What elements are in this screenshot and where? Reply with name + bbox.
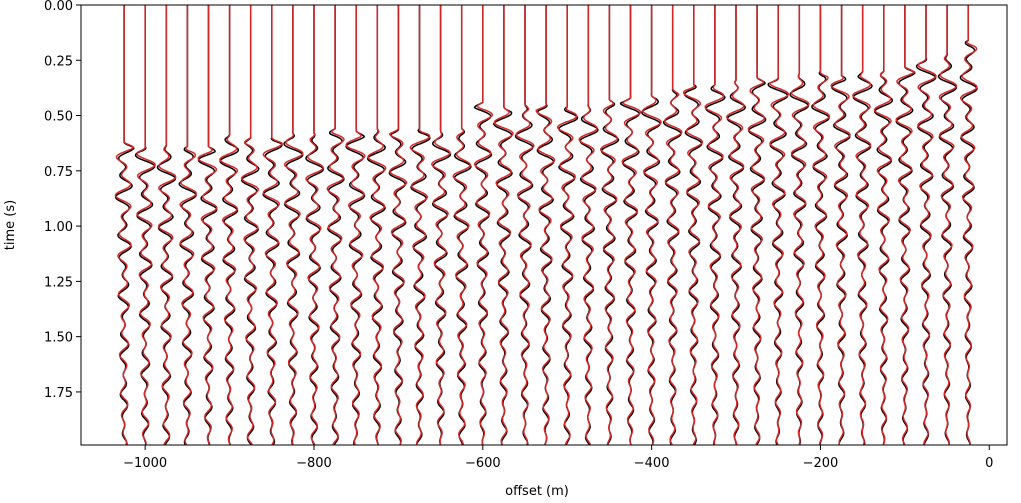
trace xyxy=(197,5,218,445)
trace xyxy=(219,5,239,445)
trace xyxy=(535,5,556,445)
trace xyxy=(493,5,514,445)
trace xyxy=(345,5,366,445)
trace xyxy=(326,5,345,445)
trace xyxy=(895,5,916,445)
trace xyxy=(366,5,386,445)
trace xyxy=(663,5,683,445)
trace xyxy=(726,5,745,445)
trace xyxy=(682,5,704,446)
trace xyxy=(388,5,408,445)
trace xyxy=(830,5,851,445)
y-axis-label: time (s) xyxy=(3,200,18,250)
y-tick-label: 0.00 xyxy=(44,0,73,14)
trace xyxy=(578,5,598,445)
trace xyxy=(452,5,472,445)
trace xyxy=(599,5,619,445)
y-tick-label: 1.50 xyxy=(44,331,73,346)
x-tick-label: −1000 xyxy=(123,456,167,471)
x-tick-label: −800 xyxy=(296,456,332,471)
trace xyxy=(431,5,451,445)
trace xyxy=(704,5,725,445)
trace xyxy=(852,5,872,445)
trace xyxy=(873,5,892,445)
trace xyxy=(579,5,599,446)
trace xyxy=(388,5,407,445)
plot-frame xyxy=(80,4,1008,446)
trace xyxy=(768,5,790,445)
trace xyxy=(959,5,978,445)
x-tick-label: 0 xyxy=(985,456,993,471)
trace xyxy=(473,5,494,445)
x-tick-label: −600 xyxy=(465,456,501,471)
trace xyxy=(179,5,197,446)
trace xyxy=(556,5,578,445)
trace xyxy=(283,5,304,445)
x-tick-label: −400 xyxy=(634,456,670,471)
trace xyxy=(812,5,831,445)
trace xyxy=(515,5,535,445)
trace xyxy=(514,5,534,445)
x-tick-label: −200 xyxy=(803,456,839,471)
trace xyxy=(642,5,662,445)
y-tick-label: 1.25 xyxy=(44,275,73,290)
trace xyxy=(305,5,324,445)
trace xyxy=(136,5,156,445)
y-tick-label: 1.00 xyxy=(44,220,73,235)
y-tick-label: 1.75 xyxy=(44,386,73,401)
trace xyxy=(621,5,642,445)
trace xyxy=(262,5,284,446)
trace xyxy=(493,5,513,445)
y-tick-label: 0.75 xyxy=(44,165,73,180)
y-tick-label: 0.25 xyxy=(44,54,73,69)
trace xyxy=(811,5,830,445)
x-axis-label: offset (m) xyxy=(505,484,569,499)
trace xyxy=(938,5,958,445)
trace xyxy=(409,5,431,445)
trace xyxy=(790,5,810,445)
trace xyxy=(114,5,135,445)
trace xyxy=(410,5,431,445)
trace xyxy=(747,5,766,445)
trace xyxy=(367,5,387,445)
trace xyxy=(917,5,937,445)
trace xyxy=(240,5,259,446)
y-tick-label: 0.50 xyxy=(44,110,73,125)
trace xyxy=(895,5,916,445)
trace xyxy=(157,5,177,445)
